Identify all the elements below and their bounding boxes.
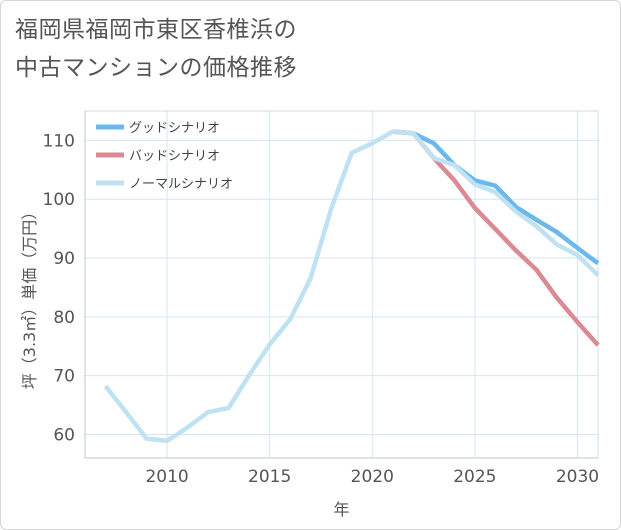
grid-lines: [85, 111, 598, 458]
x-tick-label: 2020: [351, 467, 394, 487]
y-tick-label: 90: [53, 249, 75, 269]
y-tick-label: 80: [53, 308, 75, 328]
x-axis-label: 年: [333, 500, 349, 519]
tick-labels: 2010 2015 2020 2025 2030 60 70 80 90 100 110: [43, 131, 600, 487]
legend-label-normal: ノーマルシナリオ: [129, 177, 233, 192]
y-tick-label: 60: [53, 425, 75, 445]
series-line-good: [392, 129, 600, 266]
x-tick-label: 2025: [453, 467, 496, 487]
chart-title: 福岡県福岡市東区香椎浜の 中古マンションの価格推移: [15, 11, 575, 87]
y-tick-label: 110: [43, 131, 75, 151]
y-tick-label: 100: [43, 190, 75, 210]
chart-title-line-1: 福岡県福岡市東区香椎浜の: [15, 17, 297, 43]
x-tick-label: 2010: [145, 467, 188, 487]
legend-label-good: グッドシナリオ: [129, 121, 220, 136]
x-tick-label: 2030: [556, 467, 599, 487]
x-tick-label: 2015: [248, 467, 291, 487]
series-layer: [103, 129, 600, 444]
y-axis-label: 坪（3.3㎡）単価（万円）: [20, 204, 39, 389]
series-line-normal: [103, 129, 600, 444]
chart-title-line-2: 中古マンションの価格推移: [15, 55, 297, 81]
legend-label-bad: バッドシナリオ: [129, 149, 220, 164]
axes: [84, 110, 599, 459]
y-tick-label: 70: [53, 367, 75, 387]
